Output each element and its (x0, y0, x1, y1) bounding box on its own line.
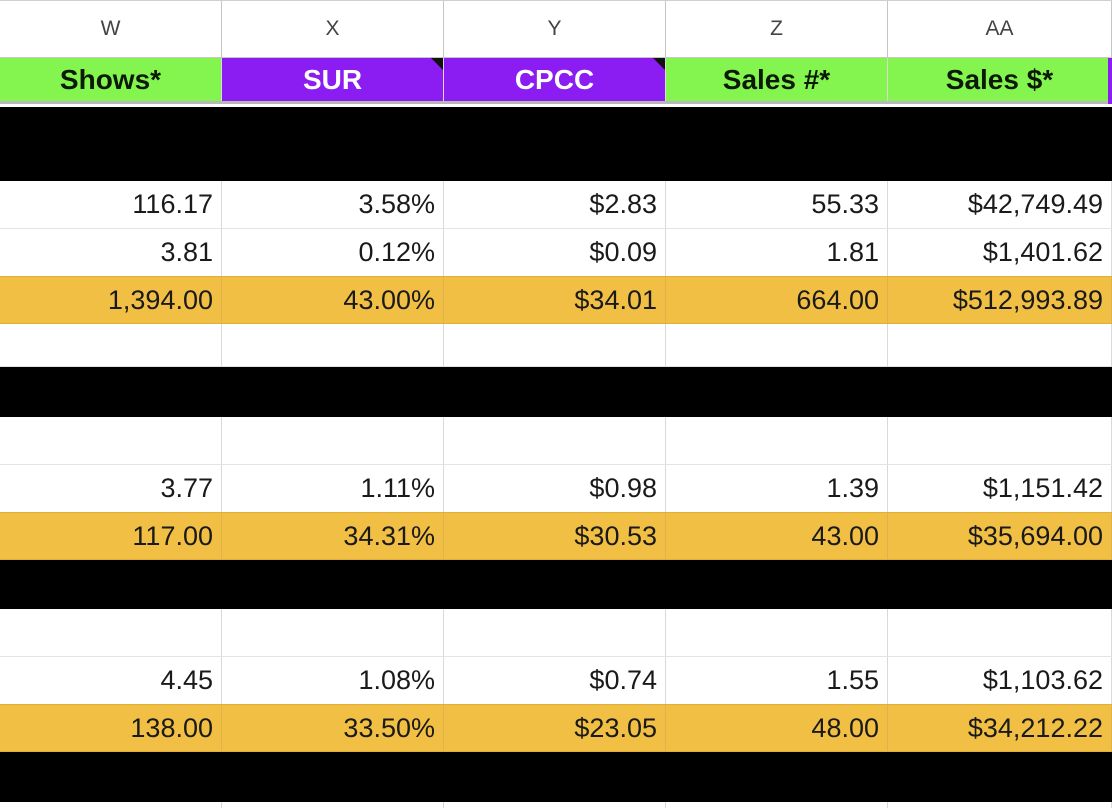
cell[interactable]: 664.00 (666, 277, 888, 323)
column-header-z[interactable]: Z (666, 1, 888, 57)
empty-row[interactable] (0, 324, 1112, 367)
cell[interactable]: $30.53 (444, 513, 666, 559)
table-row-total[interactable]: 117.00 34.31% $30.53 43.00 $35,694.00 (0, 512, 1112, 560)
table-row[interactable]: 3.81 0.12% $0.09 1.81 $1,401.62 (0, 229, 1112, 277)
cell[interactable]: 43.00 (666, 513, 888, 559)
next-column-edge (1108, 58, 1112, 104)
cell[interactable]: 34.31% (222, 513, 444, 559)
cell[interactable]: 43.00% (222, 277, 444, 323)
header-sur-label: SUR (302, 63, 363, 95)
cell[interactable]: $34.01 (444, 277, 666, 323)
table-row[interactable]: 116.17 3.58% $2.83 55.33 $42,749.49 (0, 181, 1112, 229)
cell[interactable]: $2.83 (444, 181, 666, 228)
cell[interactable]: $1,401.62 (888, 229, 1112, 276)
comment-indicator-icon (653, 58, 665, 70)
header-shows[interactable]: Shows* (0, 58, 222, 101)
empty-row[interactable] (0, 417, 1112, 465)
cell[interactable]: 48.00 (666, 705, 888, 751)
cell[interactable]: 3.58% (222, 181, 444, 228)
header-sales-dollars[interactable]: Sales $* (888, 58, 1112, 101)
header-cpcc[interactable]: CPCC (444, 58, 666, 101)
cell[interactable]: $34,212.22 (888, 705, 1112, 751)
cell[interactable]: 3.81 (0, 229, 222, 276)
column-header-x[interactable]: X (222, 1, 444, 57)
header-cpcc-label: CPCC (514, 63, 595, 95)
cell[interactable]: $35,694.00 (888, 513, 1112, 559)
cell[interactable]: 1,394.00 (0, 277, 222, 323)
cell[interactable]: 55.33 (666, 181, 888, 228)
cell[interactable]: 4.45 (0, 657, 222, 704)
table-row-total[interactable]: 1,394.00 43.00% $34.01 664.00 $512,993.8… (0, 276, 1112, 324)
column-header-y[interactable]: Y (444, 1, 666, 57)
cell[interactable]: $1,151.42 (888, 465, 1112, 512)
empty-row[interactable] (0, 802, 1112, 808)
cell[interactable]: 1.55 (666, 657, 888, 704)
separator-row[interactable] (0, 752, 1112, 802)
cell[interactable]: 1.11% (222, 465, 444, 512)
cell[interactable]: $0.98 (444, 465, 666, 512)
table-row-total[interactable]: 138.00 33.50% $23.05 48.00 $34,212.22 (0, 704, 1112, 752)
cell[interactable]: $1,103.62 (888, 657, 1112, 704)
table-row[interactable]: 3.77 1.11% $0.98 1.39 $1,151.42 (0, 465, 1112, 513)
cell[interactable]: 1.39 (666, 465, 888, 512)
column-header-w[interactable]: W (0, 1, 222, 57)
cell[interactable]: 33.50% (222, 705, 444, 751)
cell[interactable]: 1.08% (222, 657, 444, 704)
separator-row[interactable] (0, 560, 1112, 609)
header-sur[interactable]: SUR (222, 58, 444, 101)
separator-row[interactable] (0, 367, 1112, 417)
cell[interactable]: 1.81 (666, 229, 888, 276)
empty-row[interactable] (0, 609, 1112, 657)
header-sales-count[interactable]: Sales #* (666, 58, 888, 101)
field-header-row: Shows* SUR CPCC Sales #* Sales $* (0, 58, 1112, 104)
cell[interactable]: 117.00 (0, 513, 222, 559)
cell[interactable]: $512,993.89 (888, 277, 1112, 323)
separator-row[interactable] (0, 107, 1112, 181)
cell[interactable]: 0.12% (222, 229, 444, 276)
column-header-aa[interactable]: AA (888, 1, 1112, 57)
table-row[interactable]: 4.45 1.08% $0.74 1.55 $1,103.62 (0, 657, 1112, 705)
cell[interactable]: 138.00 (0, 705, 222, 751)
cell[interactable]: 3.77 (0, 465, 222, 512)
cell[interactable]: 116.17 (0, 181, 222, 228)
cell[interactable]: $0.09 (444, 229, 666, 276)
cell[interactable]: $23.05 (444, 705, 666, 751)
cell[interactable]: $42,749.49 (888, 181, 1112, 228)
cell[interactable]: $0.74 (444, 657, 666, 704)
comment-indicator-icon (431, 58, 443, 70)
column-header-row: W X Y Z AA (0, 0, 1112, 58)
